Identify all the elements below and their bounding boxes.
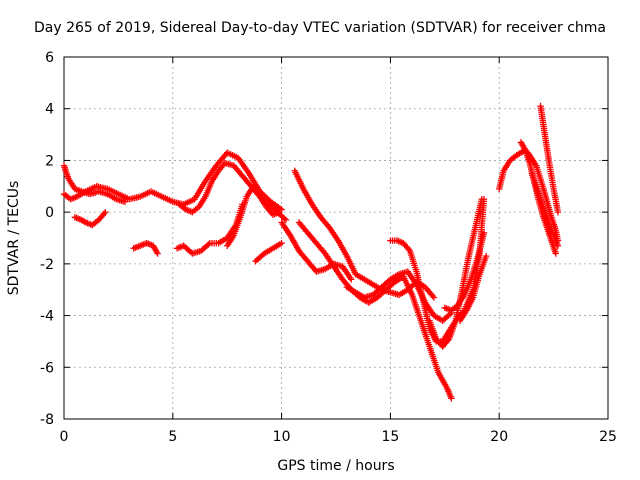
data-point [552, 250, 559, 257]
data-point [429, 292, 436, 300]
x-tick-label: 10 [273, 429, 291, 445]
grid [64, 57, 608, 419]
plot-frame [63, 56, 609, 420]
series-s11 [295, 219, 455, 402]
data-point [121, 198, 129, 205]
series-s15 [441, 229, 488, 314]
data-points [60, 102, 562, 402]
data-point [448, 395, 455, 402]
series-s4 [130, 239, 161, 257]
series-s7 [224, 183, 283, 249]
series-s1 [60, 149, 285, 213]
x-tick-label: 5 [168, 429, 177, 445]
data-point [102, 208, 109, 216]
x-tick-label: 25 [599, 429, 617, 445]
data-point [430, 294, 438, 301]
y-tick-label: 4 [45, 102, 54, 118]
data-point [278, 239, 285, 247]
data-point [554, 242, 562, 249]
data-point [276, 208, 283, 216]
chart-title: Day 265 of 2019, Sidereal Day-to-day VTE… [34, 20, 606, 36]
y-tick-label: -4 [40, 309, 54, 325]
y-tick-label: 6 [45, 50, 54, 66]
series-s16 [456, 252, 490, 324]
y-tick-label: -6 [40, 360, 54, 376]
series-s9 [278, 219, 355, 283]
y-tick-label: -2 [40, 257, 54, 273]
data-point [154, 250, 161, 257]
y-axis-label: SDTVAR / TECUs [6, 181, 22, 296]
y-tick-label: 2 [45, 153, 54, 169]
x-tick-label: 0 [60, 429, 69, 445]
series-s2 [60, 162, 129, 205]
y-tick-label: -8 [40, 412, 54, 428]
x-axis: 0 5 10 15 20 25 [60, 57, 617, 445]
data-point [281, 215, 288, 222]
data-point [554, 208, 562, 216]
data-point [480, 229, 488, 237]
x-tick-label: 15 [381, 429, 399, 445]
data-point [205, 241, 212, 248]
y-axis: -8 -6 -4 -2 0 2 4 6 [40, 50, 608, 428]
series-s19 [537, 102, 562, 216]
y-tick-label: 0 [45, 205, 54, 221]
x-axis-label: GPS time / hours [277, 458, 394, 474]
data-point [348, 276, 355, 283]
data-point [482, 252, 490, 260]
series-s20 [528, 170, 562, 249]
data-point [478, 196, 485, 203]
series-s8 [252, 239, 285, 265]
x-tick-label: 20 [490, 429, 508, 445]
series-s3 [71, 208, 109, 229]
data-point [282, 216, 290, 224]
